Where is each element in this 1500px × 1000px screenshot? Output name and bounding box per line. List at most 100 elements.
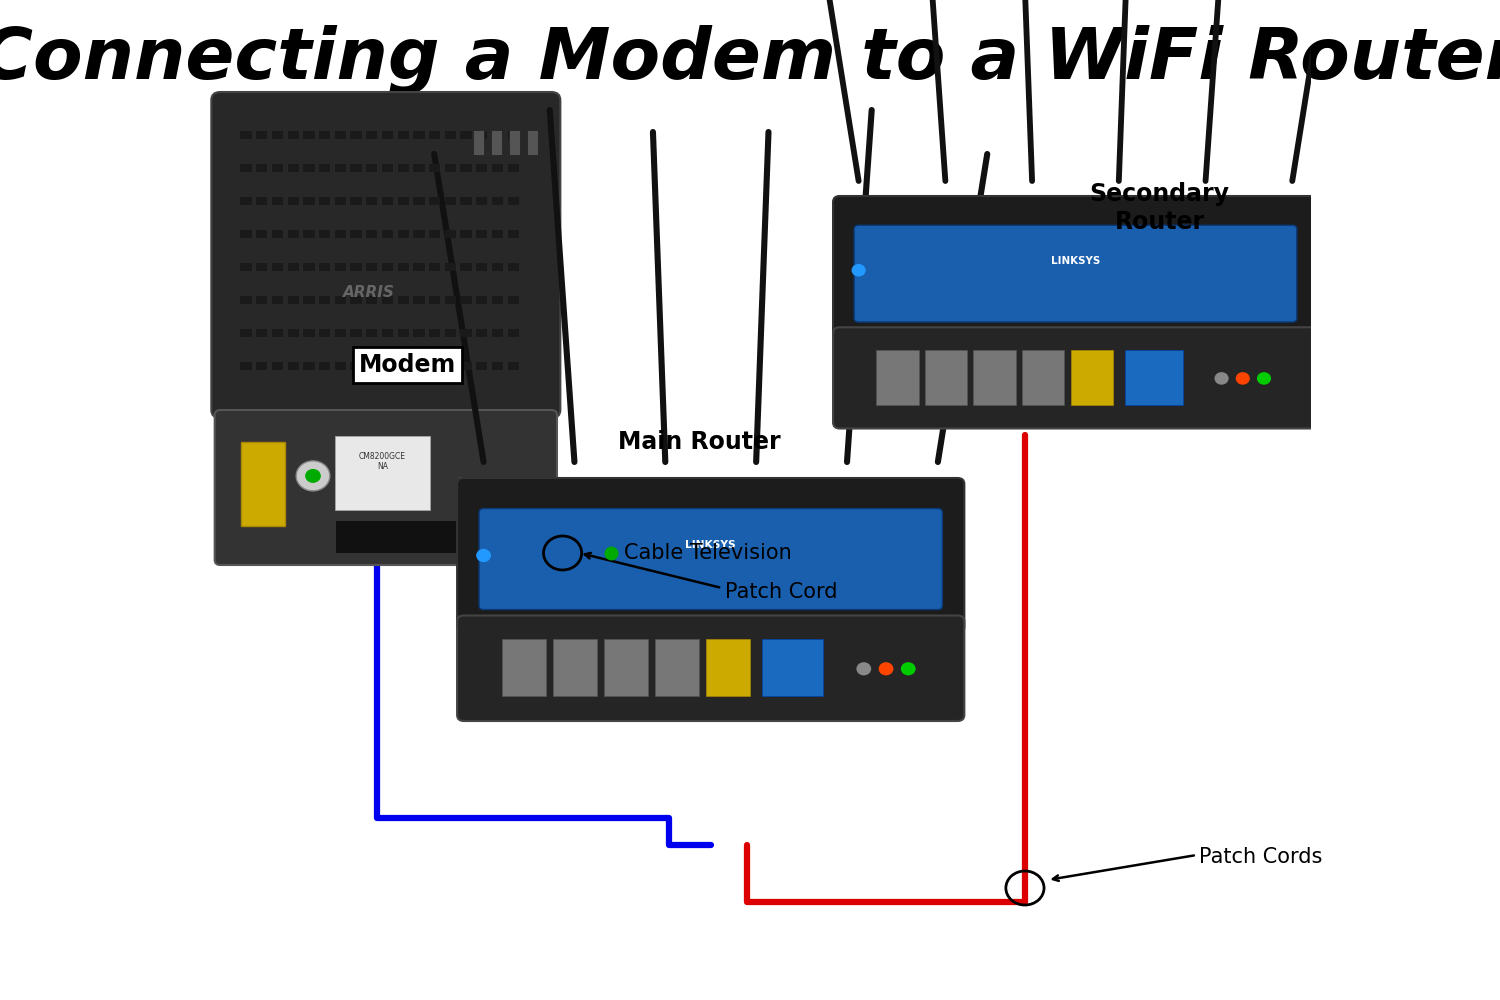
Bar [351,230,361,238]
Bar [429,164,441,172]
Bar [272,329,284,337]
FancyBboxPatch shape [242,442,285,526]
Bar [429,329,441,337]
Bar [476,263,488,271]
Bar [382,131,393,139]
Bar [334,164,346,172]
Bar [303,296,315,304]
Bar [444,362,456,370]
Bar [444,263,456,271]
Circle shape [856,662,871,675]
Bar [240,263,252,271]
Bar [429,230,441,238]
Bar [288,197,298,205]
Bar [240,230,252,238]
Bar [272,296,284,304]
Bar [272,164,284,172]
Bar [366,329,378,337]
Text: ARRIS: ARRIS [344,285,394,300]
Text: Cable Television: Cable Television [624,543,792,563]
Bar [398,296,410,304]
Bar [476,230,488,238]
Bar [382,296,393,304]
Bar [320,329,330,337]
Bar [334,296,346,304]
Bar [256,329,267,337]
Bar [334,197,346,205]
Bar [507,296,519,304]
Circle shape [304,469,321,483]
Bar [334,263,346,271]
Bar [366,296,378,304]
Bar [642,627,662,654]
Bar [334,230,346,238]
Bar [303,263,315,271]
FancyBboxPatch shape [478,509,942,610]
Bar [528,627,548,654]
Bar [320,362,330,370]
Bar [476,296,488,304]
Bar [382,230,393,238]
Bar [507,197,519,205]
Bar [1232,338,1250,365]
Bar [398,131,410,139]
Text: Modem: Modem [358,353,456,377]
Bar [429,296,441,304]
FancyBboxPatch shape [214,410,556,565]
Bar [240,329,252,337]
Bar [351,329,361,337]
FancyBboxPatch shape [604,639,648,696]
Bar [1122,338,1142,365]
FancyBboxPatch shape [1071,350,1113,405]
Bar [460,230,471,238]
Bar [507,131,519,139]
FancyBboxPatch shape [656,639,699,696]
Bar [444,164,456,172]
Bar [444,329,456,337]
Bar [492,329,502,337]
Bar [507,362,519,370]
Bar [414,296,424,304]
Bar [873,627,894,654]
Bar [272,230,284,238]
Bar [240,164,252,172]
Bar [429,263,441,271]
Circle shape [902,662,915,675]
Bar [351,131,361,139]
Bar [240,197,252,205]
Bar [382,197,393,205]
Bar [460,362,471,370]
Bar [256,164,267,172]
Bar [507,329,519,337]
Bar [490,130,502,155]
Bar [460,329,471,337]
Text: CM8200GCE
NA: CM8200GCE NA [358,452,407,471]
Circle shape [879,662,894,675]
Bar [288,296,298,304]
Text: Patch Cords: Patch Cords [1198,847,1323,867]
Bar [303,362,315,370]
Bar [334,131,346,139]
Bar [444,197,456,205]
Bar [303,164,315,172]
Bar [476,197,488,205]
Bar [366,164,378,172]
Bar [320,131,330,139]
Bar [509,130,520,155]
Bar [351,197,361,205]
Bar [256,131,267,139]
Bar [256,230,267,238]
Text: Secondary
Router: Secondary Router [1089,182,1230,234]
Bar [334,329,346,337]
Bar [336,521,501,553]
Bar [382,263,393,271]
Bar [351,296,361,304]
Bar [303,230,315,238]
Bar [492,296,502,304]
Bar [288,131,298,139]
Bar [288,329,298,337]
Bar [366,131,378,139]
Bar [398,230,410,238]
Bar [492,164,502,172]
FancyBboxPatch shape [833,196,1318,344]
